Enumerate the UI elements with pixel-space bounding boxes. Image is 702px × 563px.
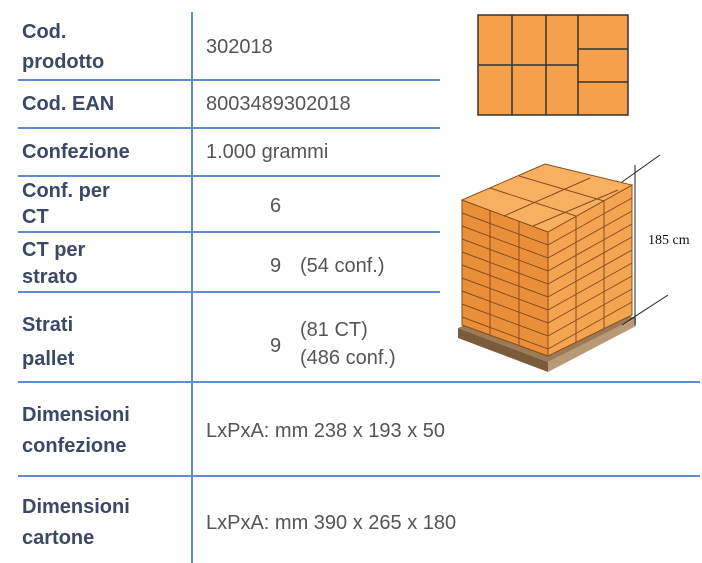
pallet-drawing: 185 cm (458, 154, 690, 372)
row-label: Strati (22, 314, 74, 336)
row-note: (486 conf.) (300, 347, 396, 369)
row-label: Confezione (22, 141, 130, 163)
row-divider (18, 475, 700, 477)
row-divider (18, 127, 440, 129)
row-divider (18, 79, 440, 81)
row-label: confezione (22, 435, 127, 457)
row-label: Cod. (22, 21, 67, 43)
row-value: 9 (270, 335, 282, 357)
row-value: 9 (270, 255, 282, 277)
row-label: CT per (22, 239, 86, 261)
row-label: Cod. EAN (22, 93, 115, 115)
row-label: prodotto (22, 51, 105, 73)
row-label: strato (22, 266, 78, 288)
row-divider (18, 175, 440, 177)
row-value: 302018 (206, 36, 273, 58)
row-label: Conf. per (22, 180, 110, 202)
row-label: Dimensioni (22, 404, 130, 426)
row-divider (18, 381, 700, 383)
row-label: pallet (22, 348, 75, 370)
row-note: (81 CT) (300, 319, 368, 341)
row-divider (18, 291, 440, 293)
carton-layout (477, 14, 629, 116)
row-label: cartone (22, 527, 95, 549)
row-label: Dimensioni (22, 496, 130, 518)
row-label: CT (22, 206, 49, 228)
row-value: 6 (270, 195, 282, 217)
row-value: 8003489302018 (206, 93, 351, 115)
row-note: (54 conf.) (300, 255, 385, 277)
row-value: LxPxA: mm 390 x 265 x 180 (206, 512, 457, 534)
row-divider (18, 231, 440, 233)
row-value: LxPxA: mm 238 x 193 x 50 (206, 420, 446, 442)
column-divider (191, 12, 193, 563)
row-value: 1.000 grammi (206, 141, 329, 163)
height-label: 185 cm (648, 233, 690, 248)
